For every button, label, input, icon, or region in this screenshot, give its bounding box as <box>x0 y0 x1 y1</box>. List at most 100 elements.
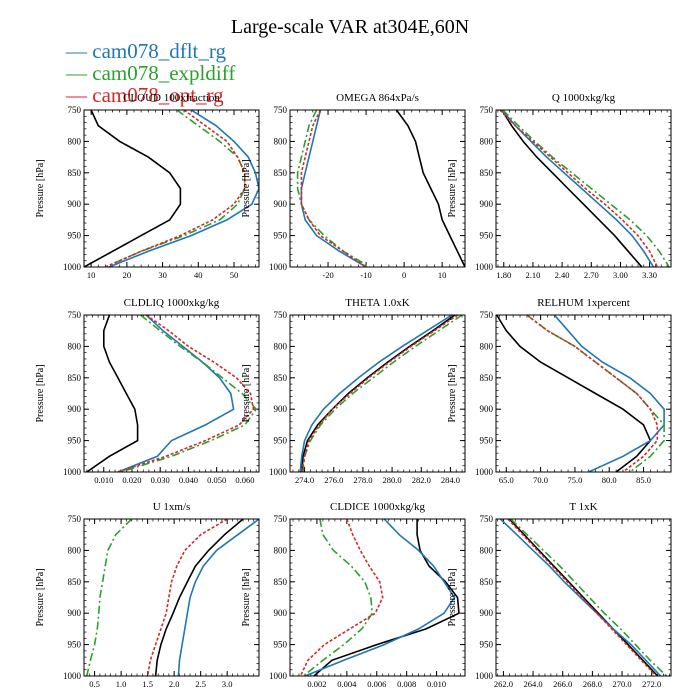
y-tick-label: 950 <box>68 436 82 446</box>
y-tick-label: 1000 <box>269 467 288 477</box>
series-line-1 <box>117 315 235 472</box>
x-tick-label: 2.70 <box>584 270 599 280</box>
series-line-3 <box>507 519 657 676</box>
x-tick-label: 0.060 <box>235 475 254 485</box>
y-tick-label: 1000 <box>269 671 288 681</box>
series-line-0 <box>154 519 244 676</box>
y-tick-label: 900 <box>480 404 494 414</box>
panel-frame <box>83 314 260 473</box>
y-tick-label: 800 <box>68 341 82 351</box>
panel-frame <box>495 109 672 268</box>
panel-title: CLOUD 100xfraction <box>123 92 220 104</box>
x-tick-label: 0.006 <box>367 679 386 689</box>
panel-5: RELHUM 1xpercent Pressure [hPa] 750 800 850 9… <box>447 297 672 485</box>
series-line-3 <box>526 315 659 472</box>
y-axis-label: Pressure [hPa] <box>35 159 46 217</box>
x-tick-label: 266.0 <box>553 679 572 689</box>
series-line-2 <box>302 315 463 472</box>
panel-frame <box>289 109 466 268</box>
x-tick-label: 2.5 <box>195 679 206 689</box>
y-tick-label: 1000 <box>269 262 288 272</box>
panel-frame <box>83 109 260 268</box>
x-tick-label: 85.0 <box>636 475 651 485</box>
panel-0: CLOUD 100xfraction Pressure [hPa] 750 800 85… <box>35 92 260 280</box>
y-tick-label: 800 <box>480 545 494 555</box>
panel-6: U 1xm/s Pressure [hPa] 750 800 850 900 950 1000… <box>35 501 260 689</box>
y-tick-label: 850 <box>480 168 494 178</box>
x-tick-label: 0.5 <box>89 679 100 689</box>
panel-frame <box>289 314 466 473</box>
series-line-3 <box>146 519 228 676</box>
series-line-2 <box>510 519 668 676</box>
y-tick-label: 900 <box>480 608 494 618</box>
y-tick-label: 1000 <box>63 262 82 272</box>
series-line-0 <box>313 519 460 676</box>
panel-4: THETA 1.0xK Pressure [hPa] 750 800 850 900 950… <box>241 297 466 485</box>
y-tick-label: 800 <box>480 136 494 146</box>
y-tick-label: 950 <box>480 231 494 241</box>
x-tick-label: 0.030 <box>151 475 170 485</box>
x-tick-label: -10 <box>360 270 371 280</box>
panel-frame <box>289 518 466 677</box>
y-tick-label: 900 <box>274 199 288 209</box>
panel-frame <box>495 314 672 473</box>
y-tick-label: 1000 <box>475 467 494 477</box>
series-line-3 <box>300 315 459 472</box>
y-tick-label: 950 <box>68 231 82 241</box>
x-tick-label: 280.0 <box>383 475 402 485</box>
series-line-1 <box>501 110 655 267</box>
x-tick-label: 264.0 <box>524 679 543 689</box>
x-tick-label: 272.0 <box>642 679 661 689</box>
panel-3: CLDLIQ 1000xkg/kg Pressure [hPa] 750 800 850… <box>35 297 260 485</box>
y-tick-label: 950 <box>274 231 288 241</box>
y-tick-label: 850 <box>480 373 494 383</box>
x-tick-label: 65.0 <box>499 475 514 485</box>
panel-title: U 1xm/s <box>153 501 191 513</box>
series-line-0 <box>496 315 652 472</box>
x-tick-label: 282.0 <box>412 475 431 485</box>
figure-title: Large-scale VAR at304E,60N <box>230 16 470 38</box>
series-line-0 <box>395 110 465 267</box>
y-tick-label: 850 <box>68 373 82 383</box>
series-line-0 <box>501 110 643 267</box>
series-line-3 <box>499 110 659 267</box>
y-tick-label: 950 <box>274 436 288 446</box>
series-line-2 <box>120 315 258 472</box>
x-tick-label: 276.0 <box>324 475 343 485</box>
x-tick-label: 1.80 <box>496 270 511 280</box>
series-line-1 <box>499 519 662 676</box>
y-axis-label: Pressure [hPa] <box>35 568 46 626</box>
x-tick-label: 0.004 <box>337 679 357 689</box>
x-tick-label: 268.0 <box>583 679 602 689</box>
y-tick-label: 950 <box>274 640 288 650</box>
series-line-2 <box>105 110 246 267</box>
panel-title: THETA 1.0xK <box>345 297 410 309</box>
y-axis-label: Pressure [hPa] <box>241 364 252 422</box>
series-line-2 <box>502 110 670 267</box>
x-tick-label: 10 <box>438 270 447 280</box>
y-tick-label: 750 <box>68 514 82 524</box>
y-tick-label: 750 <box>68 105 82 115</box>
series-line-3 <box>117 315 255 472</box>
panel-title: T 1xK <box>569 501 597 513</box>
y-tick-label: 900 <box>68 608 82 618</box>
y-tick-label: 850 <box>274 168 288 178</box>
y-tick-label: 750 <box>274 310 288 320</box>
y-tick-label: 950 <box>68 640 82 650</box>
y-axis-label: Pressure [hPa] <box>447 364 458 422</box>
y-tick-label: 850 <box>274 373 288 383</box>
y-tick-label: 1000 <box>475 671 494 681</box>
legend-item-dflt: — cam078_dflt_rg <box>66 39 227 63</box>
y-axis-label: Pressure [hPa] <box>241 568 252 626</box>
x-tick-label: 80.0 <box>602 475 617 485</box>
x-tick-label: 270.0 <box>612 679 631 689</box>
y-tick-label: 1000 <box>63 467 82 477</box>
series-line-3 <box>105 110 246 267</box>
panel-2: Q 1000xkg/kg Pressure [hPa] 750 800 850 900 95… <box>447 92 672 280</box>
y-tick-label: 750 <box>480 310 494 320</box>
panel-title: Q 1000xkg/kg <box>552 92 616 104</box>
panel-frame <box>83 518 260 677</box>
series-line-1 <box>553 315 665 472</box>
